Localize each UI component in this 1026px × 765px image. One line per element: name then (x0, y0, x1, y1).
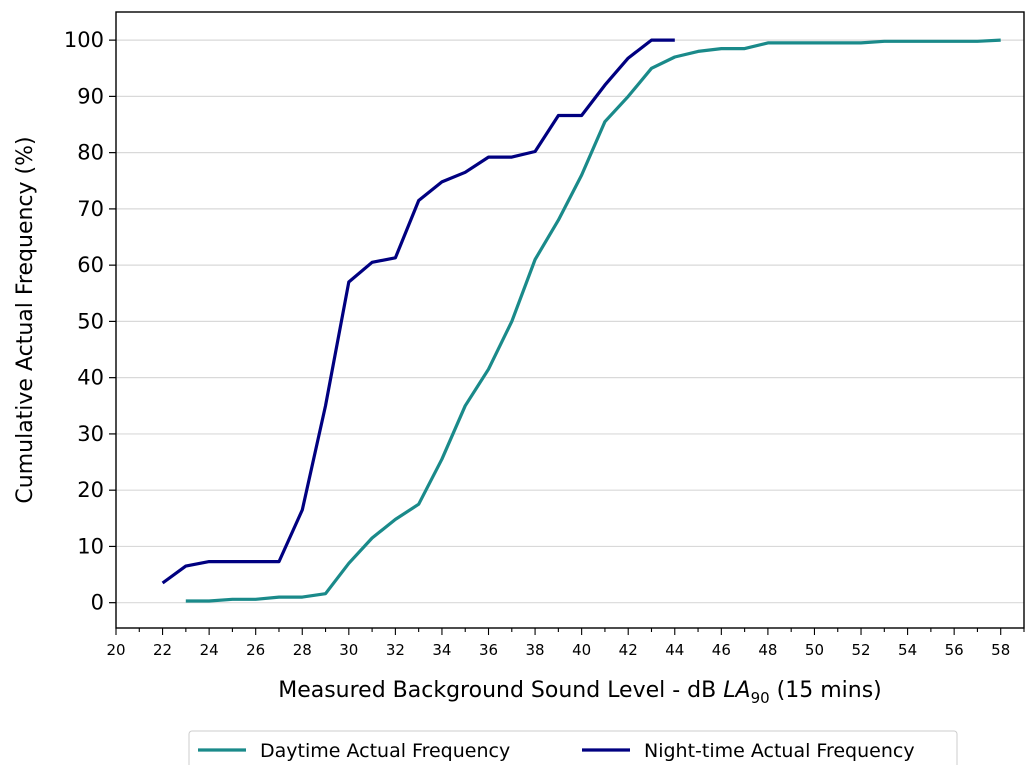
x-tick-label: 46 (712, 641, 731, 659)
y-tick-label: 10 (77, 534, 104, 558)
x-tick-label: 26 (246, 641, 265, 659)
series-lines (161, 38, 1001, 603)
x-tick-label: 38 (526, 641, 545, 659)
x-tick-label: 58 (991, 641, 1010, 659)
x-axis: 20 22 24 26 28 30 32 34 36 38 40 42 44 46 48 50 52 54 56 58 (106, 628, 1025, 659)
y-tick-label: 30 (77, 422, 104, 446)
y-tick-label: 80 (77, 141, 104, 165)
y-tick-label: 70 (77, 197, 104, 221)
y-tick-label: 50 (77, 309, 104, 333)
y-tick-label: 90 (77, 84, 104, 108)
x-tick-label: 54 (898, 641, 917, 659)
x-tick-label: 56 (945, 641, 964, 659)
series-line-nighttime (161, 38, 675, 585)
plot-frame (115, 11, 1025, 629)
x-tick-label: 28 (293, 641, 312, 659)
x-tick-label: 48 (758, 641, 777, 659)
y-tick-label: 60 (77, 253, 104, 277)
y-tick-label: 0 (91, 591, 104, 615)
x-tick-label: 42 (619, 641, 638, 659)
y-axis: 0 10 20 30 40 50 60 70 80 90 100 (64, 28, 116, 615)
x-tick-label: 44 (665, 641, 684, 659)
x-tick-label: 32 (386, 641, 405, 659)
x-axis-title-suffix: (15 mins) (770, 678, 882, 703)
x-tick-label: 20 (106, 641, 125, 659)
y-tick-label: 40 (77, 366, 104, 390)
x-axis-title-subscript: 90 (751, 689, 770, 707)
x-tick-label: 30 (339, 641, 358, 659)
series-line-daytime (185, 38, 1001, 603)
x-tick-label: 50 (805, 641, 824, 659)
y-tick-label: 100 (64, 28, 104, 52)
legend: Daytime Actual Frequency Night-time Actu… (188, 730, 958, 765)
x-tick-label: 24 (200, 641, 219, 659)
y-tick-label: 20 (77, 478, 104, 502)
legend-label-nighttime: Night-time Actual Frequency (644, 740, 915, 762)
x-axis-title: Measured Background Sound Level - dB LA9… (278, 678, 882, 707)
gridlines (116, 39, 1024, 604)
x-tick-label: 36 (479, 641, 498, 659)
x-tick-label: 40 (572, 641, 591, 659)
x-tick-label: 22 (153, 641, 172, 659)
legend-frame (188, 730, 958, 765)
x-tick-label: 34 (432, 641, 451, 659)
y-axis-title: Cumulative Actual Frequency (%) (13, 136, 38, 503)
x-tick-label: 52 (851, 641, 870, 659)
x-axis-title-prefix: Measured Background Sound Level - dB (278, 678, 723, 703)
x-axis-title-italic: LA (723, 678, 750, 703)
legend-label-daytime: Daytime Actual Frequency (260, 740, 510, 762)
